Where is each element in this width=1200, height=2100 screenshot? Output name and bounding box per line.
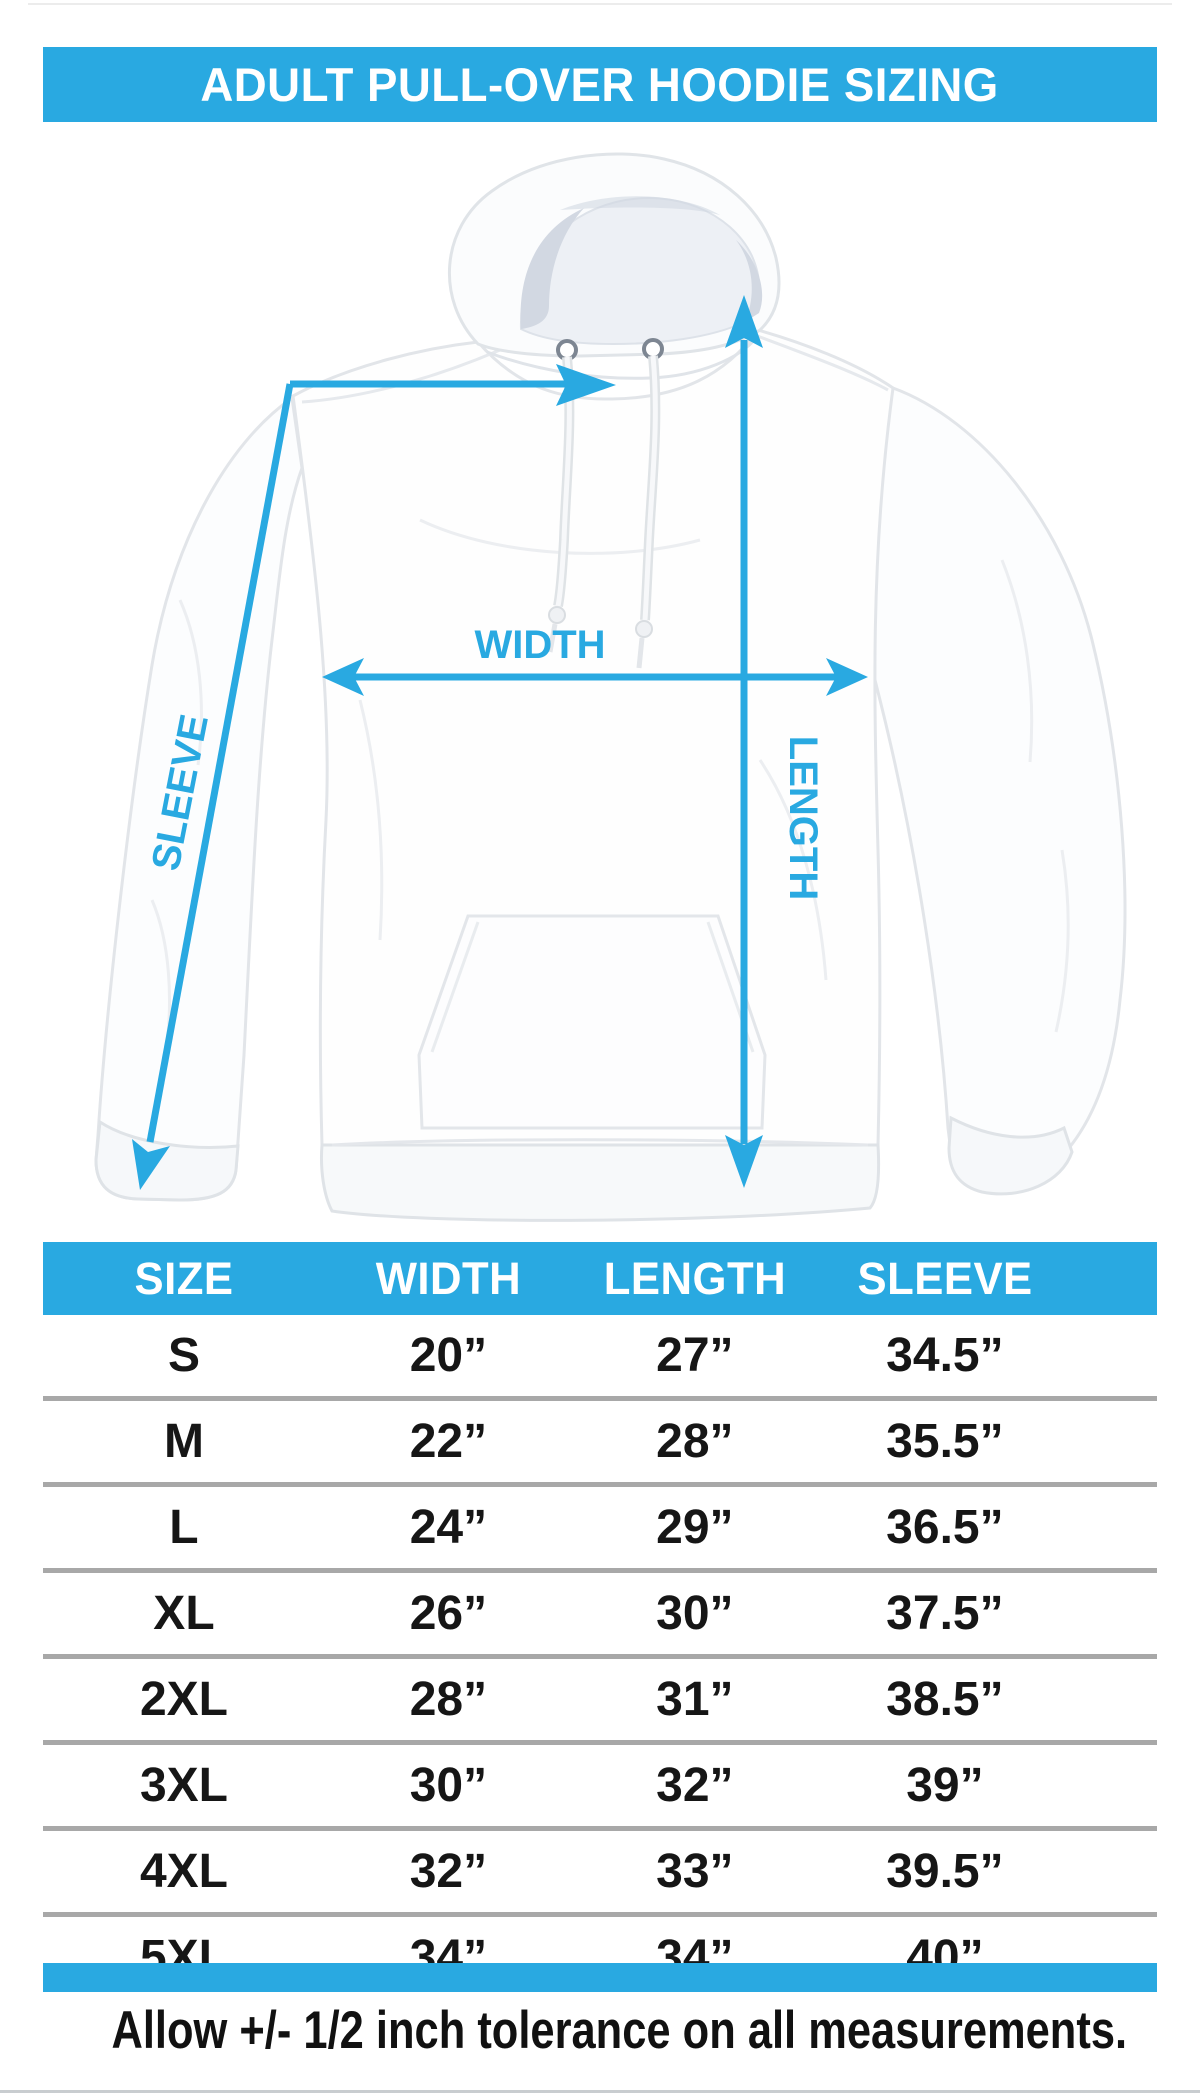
table-row: L 24” 29” 36.5”: [43, 1482, 1157, 1568]
width-cell: 22”: [409, 1415, 488, 1468]
length-cell: 30”: [656, 1587, 734, 1640]
width-cell: 20”: [409, 1329, 488, 1382]
size-cell: 2XL: [139, 1673, 228, 1726]
header-sleeve: SLEEVE: [857, 1252, 1033, 1304]
right-grommet: [642, 338, 664, 360]
size-table-header: SIZE WIDTH LENGTH SLEEVE: [43, 1242, 1157, 1315]
sleeve-cell: 37.5”: [886, 1587, 1004, 1640]
bottom-accent-bar: [43, 1963, 1157, 1992]
tolerance-note: Allow +/- 1/2 inch tolerance on all meas…: [0, 2000, 1200, 2061]
sleeve-cell: 34.5”: [886, 1329, 1004, 1382]
hoodie-illustration: [94, 152, 1127, 1222]
tolerance-note-text: Allow +/- 1/2 inch tolerance on all meas…: [111, 2001, 1128, 2060]
title-bar: ADULT PULL-OVER HOODIE SIZING: [43, 47, 1157, 122]
header-length: LENGTH: [603, 1252, 787, 1304]
sleeve-cell: 39”: [906, 1759, 984, 1812]
measurement-arrows: [132, 295, 868, 1190]
header-width: WIDTH: [375, 1252, 522, 1304]
left-cuff: [94, 1119, 240, 1202]
table-row: M 22” 28” 35.5”: [43, 1396, 1157, 1482]
length-cell: 27”: [656, 1329, 734, 1382]
table-row: XL 26” 30” 37.5”: [43, 1568, 1157, 1654]
header-size: SIZE: [134, 1252, 234, 1304]
size-cell: XL: [153, 1587, 215, 1640]
width-label: WIDTH: [474, 623, 605, 667]
sleeve-cell: 39.5”: [886, 1845, 1004, 1898]
kangaroo-pocket: [417, 914, 767, 1130]
size-cell: 4XL: [139, 1845, 228, 1898]
hem-band: [320, 1143, 881, 1222]
drawstrings: [547, 355, 661, 669]
table-row: S 20” 27” 34.5”: [43, 1315, 1157, 1396]
left-grommet: [556, 339, 578, 361]
size-cell: L: [169, 1501, 199, 1554]
bottom-hairline: [0, 2090, 1200, 2093]
page-title: ADULT PULL-OVER HOODIE SIZING: [200, 58, 1000, 111]
length-cell: 29”: [656, 1501, 734, 1554]
table-row: 3XL 30” 32” 39”: [43, 1740, 1157, 1826]
length-arrow: [725, 295, 763, 1188]
width-cell: 30”: [409, 1759, 488, 1812]
top-hairline: [28, 3, 1172, 5]
table-row: 2XL 28” 31” 38.5”: [43, 1654, 1157, 1740]
length-cell: 33”: [656, 1845, 734, 1898]
hood-lining-shadows: [520, 196, 763, 329]
sleeve-cell: 38.5”: [886, 1673, 1004, 1726]
right-cuff: [947, 1115, 1074, 1196]
sleeve-cell: 35.5”: [886, 1415, 1004, 1468]
size-table-body: S 20” 27” 34.5” M 22” 28” 35.5” L 24” 29…: [43, 1315, 1157, 1998]
length-cell: 31”: [656, 1673, 734, 1726]
sleeve-arrow: [132, 364, 616, 1190]
length-label: LENGTH: [781, 736, 825, 900]
length-cell: 28”: [656, 1415, 734, 1468]
sleeve-cell: 36.5”: [886, 1501, 1004, 1554]
width-cell: 24”: [409, 1501, 488, 1554]
width-cell: 32”: [409, 1845, 488, 1898]
table-row: 4XL 32” 33” 39.5”: [43, 1826, 1157, 1912]
width-arrow: [322, 658, 868, 696]
width-cell: 26”: [409, 1587, 488, 1640]
width-cell: 28”: [409, 1673, 488, 1726]
length-cell: 32”: [656, 1759, 734, 1812]
size-cell: M: [163, 1415, 204, 1468]
size-cell: S: [167, 1329, 200, 1382]
hoodie-diagram: WIDTH LENGTH SLEEVE: [94, 152, 1127, 1222]
size-cell: 3XL: [139, 1759, 228, 1812]
fabric-wrinkles: [150, 518, 1070, 1053]
